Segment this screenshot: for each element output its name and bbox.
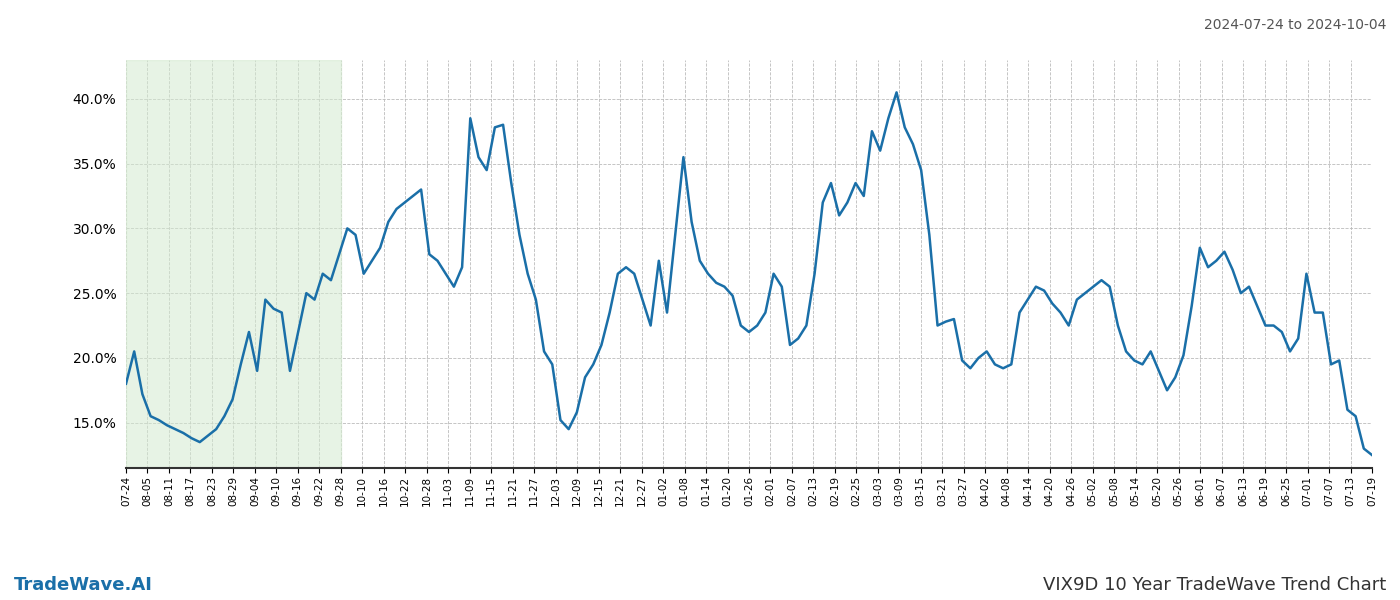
Text: 2024-07-24 to 2024-10-04: 2024-07-24 to 2024-10-04 xyxy=(1204,18,1386,32)
Text: VIX9D 10 Year TradeWave Trend Chart: VIX9D 10 Year TradeWave Trend Chart xyxy=(1043,576,1386,594)
Bar xyxy=(126,60,340,468)
Text: TradeWave.AI: TradeWave.AI xyxy=(14,576,153,594)
